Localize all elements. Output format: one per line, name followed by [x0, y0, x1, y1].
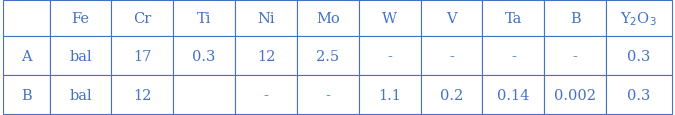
Bar: [297, 37, 358, 76]
Text: V: V: [446, 12, 457, 26]
Text: bal: bal: [69, 49, 92, 63]
Bar: [544, 37, 606, 76]
Bar: [606, 76, 672, 114]
Bar: [421, 1, 483, 37]
Text: A: A: [21, 49, 32, 63]
Bar: [421, 37, 483, 76]
Text: -: -: [263, 88, 269, 102]
Bar: [483, 76, 544, 114]
Text: 0.3: 0.3: [192, 49, 216, 63]
Bar: [606, 37, 672, 76]
Text: 0.3: 0.3: [627, 88, 651, 102]
Bar: [606, 1, 672, 37]
Bar: [358, 76, 421, 114]
Bar: [111, 1, 173, 37]
Bar: [111, 76, 173, 114]
Bar: [358, 1, 421, 37]
Text: 1.1: 1.1: [378, 88, 401, 102]
Text: Ta: Ta: [505, 12, 522, 26]
Text: -: -: [511, 49, 516, 63]
Text: -: -: [325, 88, 330, 102]
Text: Mo: Mo: [316, 12, 340, 26]
Text: 0.14: 0.14: [497, 88, 529, 102]
Text: 0.2: 0.2: [440, 88, 463, 102]
Bar: [483, 37, 544, 76]
Bar: [235, 76, 297, 114]
Bar: [111, 37, 173, 76]
Bar: [173, 1, 235, 37]
Bar: [544, 1, 606, 37]
Bar: [544, 76, 606, 114]
Bar: [421, 76, 483, 114]
Text: 17: 17: [133, 49, 151, 63]
Bar: [49, 76, 111, 114]
Bar: [297, 1, 358, 37]
Bar: [49, 37, 111, 76]
Bar: [3, 37, 49, 76]
Text: Cr: Cr: [133, 12, 151, 26]
Text: Fe: Fe: [72, 12, 90, 26]
Bar: [483, 1, 544, 37]
Bar: [3, 1, 49, 37]
Text: 12: 12: [256, 49, 275, 63]
Text: B: B: [21, 88, 32, 102]
Bar: [297, 76, 358, 114]
Bar: [358, 37, 421, 76]
Text: -: -: [449, 49, 454, 63]
Text: 12: 12: [133, 88, 151, 102]
Text: W: W: [382, 12, 397, 26]
Text: 0.3: 0.3: [627, 49, 651, 63]
Text: Ti: Ti: [197, 12, 211, 26]
Text: 2.5: 2.5: [317, 49, 340, 63]
Text: -: -: [387, 49, 392, 63]
Bar: [173, 76, 235, 114]
Text: Ni: Ni: [257, 12, 275, 26]
Text: Y$_2$O$_3$: Y$_2$O$_3$: [620, 10, 657, 28]
Bar: [49, 1, 111, 37]
Text: 0.002: 0.002: [554, 88, 596, 102]
Bar: [235, 37, 297, 76]
Text: bal: bal: [69, 88, 92, 102]
Text: B: B: [570, 12, 580, 26]
Bar: [235, 1, 297, 37]
Bar: [3, 76, 49, 114]
Text: -: -: [572, 49, 578, 63]
Bar: [173, 37, 235, 76]
